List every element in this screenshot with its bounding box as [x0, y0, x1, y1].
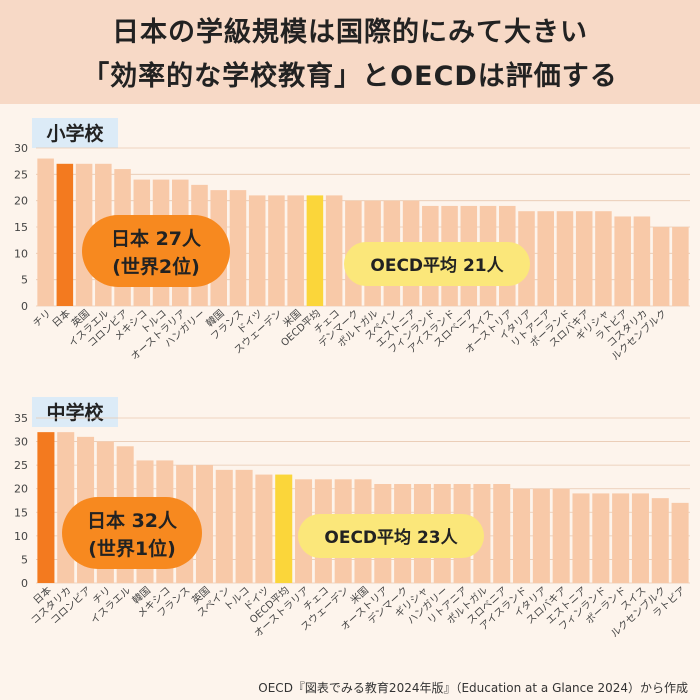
y-tick-label: 0 — [21, 577, 28, 590]
title-line-1: 日本の学級規模は国際的にみて大きい — [112, 17, 588, 48]
y-tick-label: 5 — [21, 274, 28, 287]
japan-badge-line1: 日本 27人 — [111, 227, 202, 250]
y-tick-label: 35 — [14, 412, 28, 425]
bar — [672, 227, 689, 306]
bar — [215, 469, 233, 583]
y-tick-label: 0 — [21, 300, 28, 313]
bar — [248, 195, 266, 306]
bar — [255, 474, 273, 583]
header-banner: 日本の学級規模は国際的にみて大きい 「効率的な学校教育」とOECDは評価する — [0, 0, 700, 104]
oecd-badge — [298, 514, 484, 558]
bar — [268, 195, 285, 306]
oecd-badge — [344, 242, 530, 286]
bar — [195, 465, 213, 583]
y-tick-label: 25 — [14, 168, 28, 181]
chart-1: 小学校051015202530チリ日本英国イスラエルコロンビアメキシコトルコオー… — [14, 118, 690, 363]
bar — [235, 469, 253, 583]
japan-badge-line1: 日本 32人 — [87, 509, 178, 532]
y-tick-label: 25 — [14, 459, 28, 472]
y-tick-label: 10 — [14, 247, 28, 260]
chart-title-box — [32, 397, 118, 427]
y-tick-label: 30 — [14, 142, 28, 155]
y-tick-label: 20 — [14, 483, 28, 496]
bar — [325, 195, 343, 306]
bar-japan — [56, 163, 74, 306]
chart-title: 小学校 — [46, 122, 104, 145]
bar-oecd-average — [306, 195, 324, 306]
bar — [493, 484, 511, 583]
japan-badge-line2: (世界1位) — [88, 537, 176, 560]
y-tick-label: 20 — [14, 195, 28, 208]
source-note: OECD『図表でみる教育2024年版』（Education at a Glanc… — [258, 681, 688, 695]
chart-title: 中学校 — [46, 401, 104, 424]
bar — [651, 498, 669, 583]
bar — [57, 432, 75, 583]
y-tick-label: 10 — [14, 530, 28, 543]
bar-japan — [37, 432, 55, 583]
bar — [575, 211, 593, 306]
bar — [552, 488, 570, 583]
bar — [513, 488, 531, 583]
bar — [37, 158, 54, 306]
chart-title-box — [32, 118, 118, 148]
japan-badge — [82, 215, 230, 287]
bar — [532, 488, 550, 583]
bar — [633, 216, 651, 306]
title-line-2: 「効率的な学校教育」とOECDは評価する — [82, 61, 618, 92]
bar — [572, 493, 590, 583]
chart-2: 中学校05101520253035日本コスタリカコロンビアチリイスラエル韓国メキ… — [14, 397, 690, 640]
y-tick-label: 15 — [14, 506, 28, 519]
x-tick-label: チリ — [31, 307, 54, 329]
y-tick-label: 5 — [21, 553, 28, 566]
bar — [595, 211, 612, 306]
y-tick-label: 15 — [14, 221, 28, 234]
bar — [229, 190, 247, 306]
bar — [614, 216, 631, 306]
bar — [287, 195, 304, 306]
bar — [537, 211, 555, 306]
oecd-badge-label: OECD平均 21人 — [370, 255, 504, 276]
bar-oecd-average — [275, 474, 293, 583]
japan-badge — [62, 497, 202, 569]
bar — [592, 493, 610, 583]
oecd-badge-label: OECD平均 23人 — [324, 527, 458, 548]
bar — [671, 502, 689, 583]
y-tick-label: 30 — [14, 436, 28, 449]
japan-badge-line2: (世界2位) — [112, 255, 200, 278]
bar — [652, 227, 670, 306]
bar — [631, 493, 649, 583]
bar — [556, 211, 574, 306]
x-tick-label: 日本 — [49, 307, 73, 330]
bar — [612, 493, 630, 583]
